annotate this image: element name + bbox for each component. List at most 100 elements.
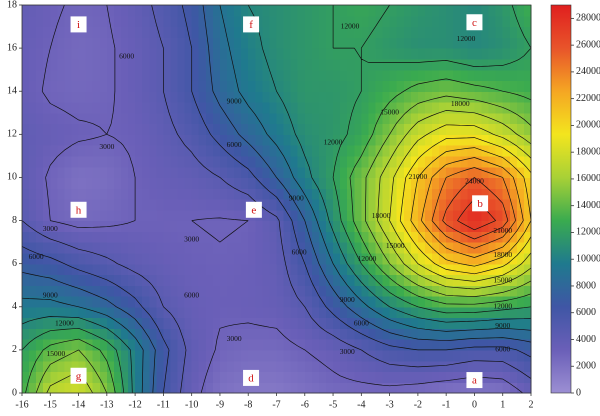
field-cell bbox=[241, 242, 249, 254]
field-cell bbox=[460, 102, 468, 114]
field-cell bbox=[142, 145, 150, 157]
field-cell bbox=[502, 371, 511, 383]
field-cell bbox=[516, 199, 525, 211]
field-cell bbox=[432, 80, 440, 92]
field-cell bbox=[184, 5, 193, 17]
field-cell bbox=[113, 371, 122, 383]
field-cell bbox=[219, 296, 228, 308]
field-cell bbox=[382, 177, 391, 189]
field-cell bbox=[191, 274, 200, 286]
field-cell bbox=[333, 15, 341, 28]
field-cell bbox=[467, 80, 476, 92]
field-cell bbox=[304, 145, 313, 157]
field-cell bbox=[375, 371, 384, 383]
field-cell bbox=[71, 112, 80, 125]
field-cell bbox=[474, 145, 483, 157]
field-cell bbox=[234, 328, 242, 340]
field-cell bbox=[389, 134, 398, 146]
field-cell bbox=[495, 37, 504, 49]
field-cell bbox=[50, 145, 58, 157]
field-cell bbox=[205, 220, 214, 232]
field-cell bbox=[347, 209, 355, 222]
contour-line bbox=[421, 157, 524, 258]
field-cell bbox=[198, 360, 207, 373]
contour-line bbox=[21, 4, 532, 394]
field-cell bbox=[495, 188, 504, 200]
field-cell bbox=[439, 155, 447, 168]
field-cell bbox=[113, 209, 122, 222]
field-cell bbox=[142, 134, 150, 146]
field-cell bbox=[198, 5, 207, 17]
field-cell bbox=[64, 231, 73, 243]
contour-label: 24000 bbox=[465, 176, 484, 185]
field-cell bbox=[57, 252, 66, 265]
field-cell bbox=[241, 296, 249, 308]
field-cell bbox=[460, 360, 468, 373]
field-cell bbox=[269, 209, 278, 222]
field-cell bbox=[163, 296, 172, 308]
field-cell bbox=[318, 58, 327, 71]
field-cell bbox=[142, 69, 150, 82]
field-cell bbox=[276, 155, 285, 168]
field-cell bbox=[142, 371, 150, 383]
field-cell bbox=[361, 134, 370, 146]
field-cell bbox=[502, 349, 511, 362]
field-cell bbox=[375, 285, 384, 297]
field-cell bbox=[318, 155, 327, 168]
field-cell bbox=[311, 26, 320, 38]
field-cell bbox=[368, 26, 377, 38]
field-cell bbox=[516, 58, 525, 71]
field-cell bbox=[417, 145, 426, 157]
field-cell bbox=[467, 123, 476, 135]
field-cell bbox=[523, 274, 532, 286]
field-cell bbox=[396, 166, 405, 179]
field-cell bbox=[212, 58, 221, 71]
field-cell bbox=[262, 220, 271, 232]
field-cell bbox=[241, 69, 249, 82]
field-cell bbox=[368, 102, 377, 114]
field-cell bbox=[50, 328, 58, 340]
field-cell bbox=[432, 145, 440, 157]
colorbar-tick-label: 26000 bbox=[576, 39, 600, 50]
field-cell bbox=[523, 328, 532, 340]
field-cell bbox=[198, 252, 207, 265]
field-cell bbox=[262, 37, 271, 49]
field-cell bbox=[453, 339, 461, 351]
field-cell bbox=[269, 382, 278, 394]
field-cell bbox=[297, 91, 306, 103]
field-cell bbox=[71, 80, 80, 92]
field-cell bbox=[516, 48, 525, 60]
field-cell bbox=[481, 242, 490, 254]
field-cell bbox=[283, 134, 292, 146]
field-cell bbox=[170, 328, 179, 340]
field-cell bbox=[311, 317, 320, 329]
field-cell bbox=[283, 177, 292, 189]
field-cell bbox=[191, 112, 200, 125]
field-cell bbox=[439, 317, 447, 329]
field-cell bbox=[311, 209, 320, 222]
field-cell bbox=[424, 188, 433, 200]
field-cell bbox=[439, 80, 447, 92]
contour-label: 3000 bbox=[43, 224, 58, 233]
field-cell bbox=[417, 349, 426, 362]
field-cell bbox=[446, 91, 454, 103]
field-cell bbox=[234, 102, 242, 114]
field-cell bbox=[99, 112, 108, 125]
field-cell bbox=[481, 166, 490, 179]
field-cell bbox=[219, 263, 228, 276]
field-cell bbox=[219, 26, 228, 38]
field-cell bbox=[460, 145, 468, 157]
field-cell bbox=[99, 263, 108, 276]
field-cell bbox=[297, 37, 306, 49]
field-cell bbox=[219, 48, 228, 60]
field-cell bbox=[170, 306, 179, 319]
field-cell bbox=[142, 48, 150, 60]
field-cell bbox=[198, 242, 207, 254]
field-cell bbox=[142, 177, 150, 189]
contour-label: 15000 bbox=[493, 276, 512, 285]
field-cell bbox=[234, 58, 242, 71]
field-cell bbox=[389, 48, 398, 60]
field-cell bbox=[120, 69, 129, 82]
colorbar-tick-label: 8000 bbox=[576, 280, 596, 291]
field-cell bbox=[205, 123, 214, 135]
